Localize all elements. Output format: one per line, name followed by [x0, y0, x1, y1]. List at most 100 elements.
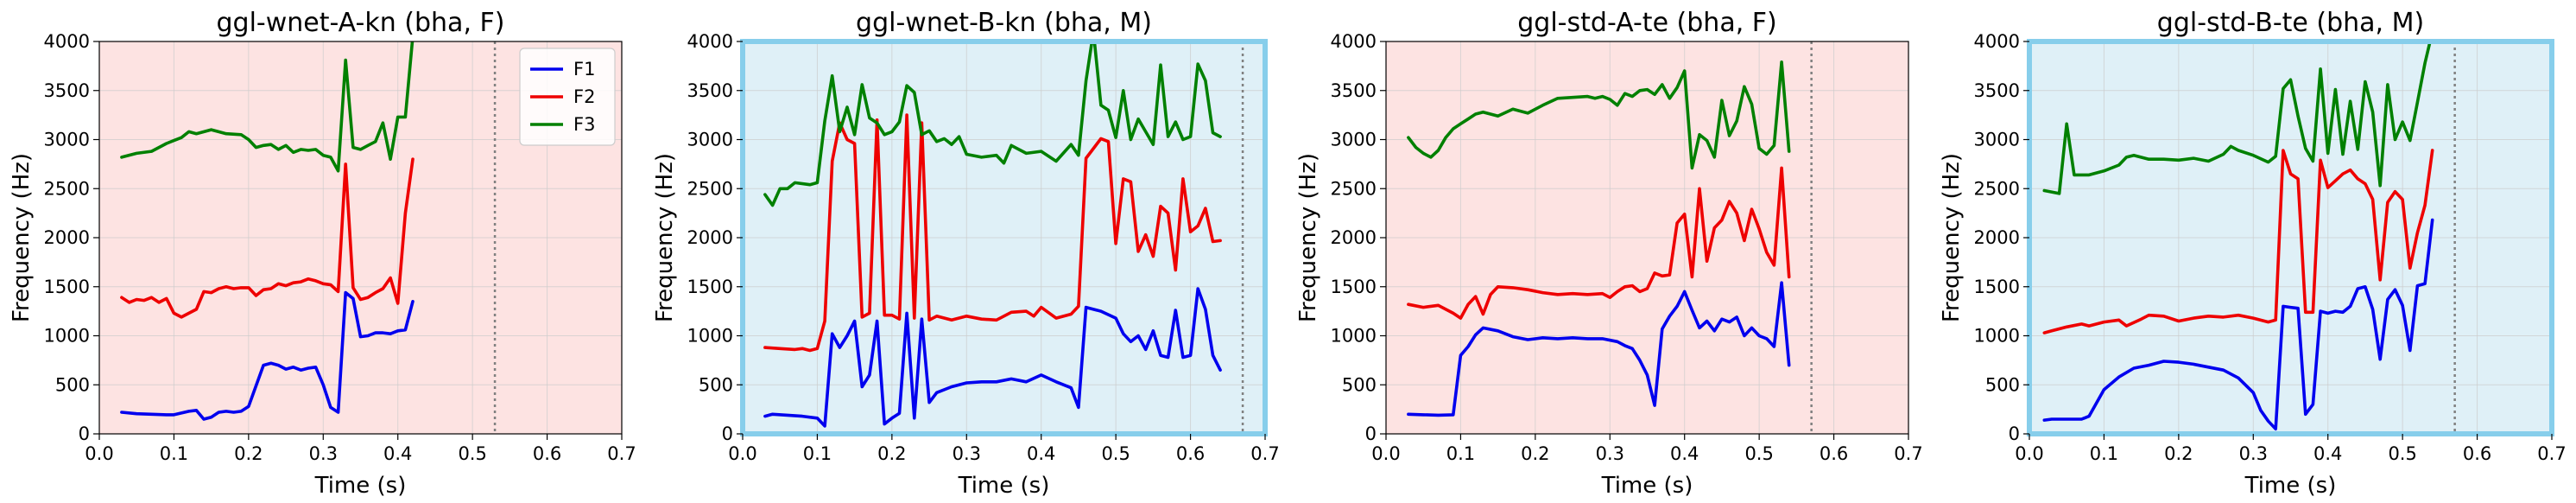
y-tick-label: 2000: [687, 227, 733, 248]
chart-panel-4: 0.0 0.1 0.2 0.3 0.4 0.5 0.6 0.7 0 500 1000 1500 2000…: [1939, 8, 2567, 499]
x-tick-label: 0.6: [533, 443, 561, 464]
y-tick-label: 2500: [1974, 178, 2020, 199]
y-tick-label: 0: [79, 423, 90, 444]
chart-panel-1: 0.0 0.1 0.2 0.3 0.4 0.5 0.6 0.7 0 500 1000 1500 2000…: [9, 8, 636, 499]
y-tick-label: 1000: [1331, 326, 1377, 347]
y-tick-label: 1000: [687, 326, 733, 347]
x-tick-label: 0.7: [2537, 443, 2566, 464]
legend: F1 F2 F3: [519, 48, 616, 146]
y-tick-label: 2500: [1331, 178, 1377, 199]
x-tick-label: 0.1: [1446, 443, 1475, 464]
x-axis-label: Time (s): [314, 473, 407, 499]
series-line-f1: [2042, 218, 2434, 431]
x-tick-label: 0.3: [1596, 443, 1624, 464]
chart-title: ggl-wnet-B-kn (bha, M): [856, 8, 1152, 38]
y-tick-label: 0: [1365, 423, 1377, 444]
chart-title: ggl-wnet-A-kn (bha, F): [217, 8, 505, 38]
y-tick-label: 3000: [687, 130, 733, 150]
y-tick-label: 3500: [687, 80, 733, 101]
x-tick-label: 0.6: [1176, 443, 1205, 464]
x-tick-label: 0.7: [607, 443, 636, 464]
x-axis-label: Time (s): [1601, 473, 1693, 499]
x-axis-label: Time (s): [958, 473, 1050, 499]
y-tick-label: 2000: [1974, 227, 2020, 248]
y-tick-label: 4000: [44, 31, 90, 52]
legend-label-f3: F3: [573, 114, 595, 135]
series-line-f3: [120, 41, 415, 173]
y-tick-label: 2500: [687, 178, 733, 199]
x-tick-label: 0.4: [2313, 443, 2342, 464]
series-group: [763, 41, 1222, 428]
x-tick-label: 0.1: [160, 443, 188, 464]
chart-panel-3: 0.0 0.1 0.2 0.3 0.4 0.5 0.6 0.7 0 500 1000 1500 2000…: [1295, 8, 1923, 499]
y-axis-label: Frequency (Hz): [652, 153, 678, 322]
x-tick-label: 0.3: [2239, 443, 2268, 464]
y-axis-label: Frequency (Hz): [9, 153, 35, 322]
series-group: [1407, 60, 1791, 417]
x-tick-label: 0.7: [1250, 443, 1279, 464]
chart-panel-2: 0.0 0.1 0.2 0.3 0.4 0.5 0.6 0.7 0 500 1000 1500 2000…: [652, 8, 1280, 499]
y-tick-label: 2000: [44, 227, 90, 248]
x-tick-label: 0.0: [1371, 443, 1400, 464]
series-line-f3: [2042, 41, 2432, 195]
x-tick-label: 0.7: [1894, 443, 1922, 464]
y-tick-label: 1000: [1974, 326, 2020, 347]
series-line-f1: [1407, 281, 1791, 417]
x-tick-label: 0.2: [1521, 443, 1549, 464]
y-tick-label: 500: [699, 374, 733, 395]
x-tick-label: 0.3: [953, 443, 981, 464]
x-tick-label: 0.4: [1670, 443, 1699, 464]
x-tick-label: 0.4: [383, 443, 412, 464]
series-line-f3: [1407, 60, 1791, 170]
x-tick-label: 0.0: [85, 443, 113, 464]
x-tick-label: 0.5: [2388, 443, 2416, 464]
y-tick-label: 1000: [44, 326, 90, 347]
series-line-f1: [763, 287, 1222, 428]
series-group: [2042, 41, 2434, 431]
series-line-f2: [120, 157, 415, 319]
series-line-f3: [763, 41, 1222, 207]
y-tick-label: 500: [55, 374, 90, 395]
x-tick-label: 0.6: [2463, 443, 2491, 464]
y-tick-label: 3000: [1974, 130, 2020, 150]
legend-box: [519, 48, 616, 146]
x-tick-label: 0.2: [234, 443, 263, 464]
x-tick-label: 0.2: [877, 443, 906, 464]
x-tick-label: 0.0: [728, 443, 756, 464]
y-tick-label: 3500: [1974, 80, 2020, 101]
y-tick-label: 3000: [1331, 130, 1377, 150]
legend-label-f1: F1: [573, 59, 595, 80]
y-tick-label: 4000: [1331, 31, 1377, 52]
chart-title: ggl-std-A-te (bha, F): [1517, 8, 1776, 38]
x-tick-label: 0.5: [1744, 443, 1773, 464]
x-tick-label: 0.1: [803, 443, 832, 464]
y-tick-label: 3500: [44, 80, 90, 101]
x-tick-label: 0.1: [2090, 443, 2118, 464]
y-tick-label: 4000: [1974, 31, 2020, 52]
x-axis-label: Time (s): [2244, 473, 2337, 499]
x-tick-label: 0.0: [2015, 443, 2043, 464]
legend-label-f2: F2: [573, 86, 595, 107]
y-tick-label: 1500: [44, 277, 90, 297]
x-tick-label: 0.2: [2164, 443, 2193, 464]
y-tick-label: 4000: [687, 31, 733, 52]
series-line-f2: [1407, 166, 1791, 320]
y-tick-label: 0: [2009, 423, 2020, 444]
y-tick-label: 500: [1342, 374, 1377, 395]
x-tick-label: 0.5: [458, 443, 486, 464]
y-tick-label: 2000: [1331, 227, 1377, 248]
x-tick-label: 0.4: [1027, 443, 1055, 464]
y-axis-label: Frequency (Hz): [1295, 153, 1321, 322]
y-tick-label: 1500: [687, 277, 733, 297]
series-group: [120, 41, 415, 421]
y-tick-label: 3500: [1331, 80, 1377, 101]
y-tick-label: 0: [722, 423, 733, 444]
y-tick-label: 3000: [44, 130, 90, 150]
y-tick-label: 1500: [1331, 277, 1377, 297]
y-tick-label: 2500: [44, 178, 90, 199]
x-tick-label: 0.5: [1101, 443, 1130, 464]
y-tick-label: 500: [1985, 374, 2020, 395]
x-tick-label: 0.6: [1820, 443, 1848, 464]
